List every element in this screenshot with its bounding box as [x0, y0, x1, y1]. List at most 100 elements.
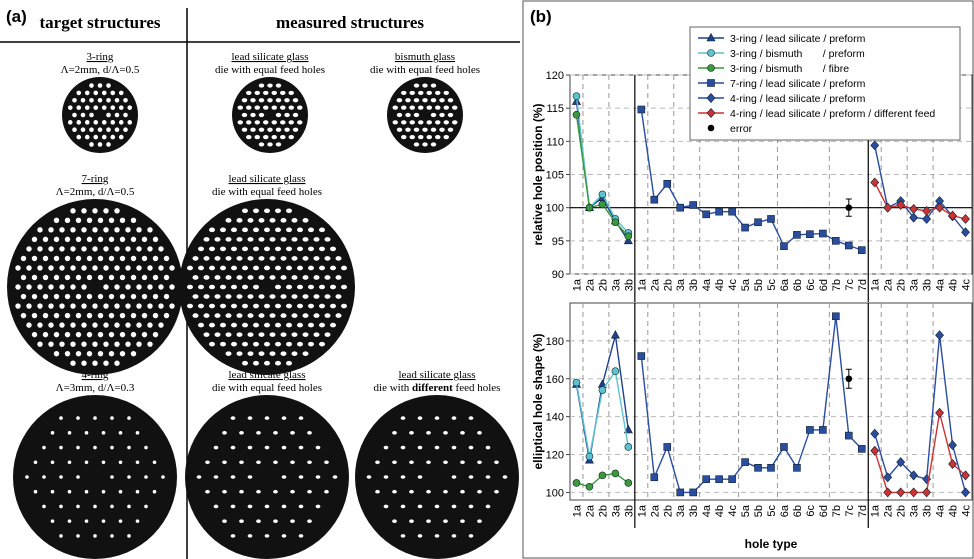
- hole: [414, 83, 419, 87]
- x-tick-label: 3b: [688, 279, 700, 291]
- hole: [136, 460, 140, 464]
- hole: [276, 98, 281, 102]
- hole: [282, 534, 287, 538]
- hole: [153, 237, 158, 242]
- hole: [303, 313, 309, 318]
- fibre-cross-section: [13, 395, 177, 559]
- marker: [755, 464, 762, 471]
- hole: [119, 490, 123, 494]
- hole: [209, 285, 215, 290]
- x-tick-label: 2a: [883, 278, 895, 291]
- hole: [237, 313, 243, 318]
- hole: [435, 91, 440, 95]
- hole: [204, 256, 210, 261]
- hole: [102, 431, 106, 435]
- hole: [59, 534, 63, 538]
- hole: [37, 303, 42, 308]
- hole: [142, 275, 147, 280]
- hole: [54, 237, 59, 242]
- hole: [125, 246, 130, 251]
- hole: [267, 98, 272, 102]
- x-tick-label: 5c: [766, 505, 778, 517]
- hole: [142, 237, 147, 242]
- structure-title: 7-ring: [82, 173, 109, 185]
- hole: [286, 342, 292, 347]
- hole: [65, 332, 70, 337]
- hole: [486, 505, 491, 509]
- hole: [303, 275, 309, 280]
- die-text-emphasis: different: [412, 382, 453, 394]
- hole: [409, 490, 414, 494]
- y-tick-label: 100: [546, 487, 564, 499]
- structure-title: lead silicate glass: [229, 173, 306, 185]
- x-tick-label: 2b: [597, 505, 609, 517]
- hole: [114, 303, 119, 308]
- hole: [397, 98, 402, 102]
- hole: [426, 460, 431, 464]
- x-tick-label: 2b: [896, 505, 908, 517]
- hole: [119, 120, 124, 125]
- hole: [267, 83, 272, 87]
- hole: [131, 313, 136, 318]
- hole: [54, 256, 59, 261]
- marker: [677, 204, 684, 211]
- structure-title: 3-ring: [87, 51, 114, 63]
- hole: [131, 275, 136, 280]
- hole: [54, 275, 59, 280]
- hole: [237, 332, 243, 337]
- hole: [85, 431, 89, 435]
- structure-params: Λ=2mm, d/Λ=0.5: [61, 64, 140, 76]
- figure: (a) target structures measured structure…: [0, 0, 974, 559]
- hole: [265, 416, 270, 420]
- hole: [325, 313, 331, 318]
- hole: [114, 322, 119, 327]
- x-tick-label: 3b: [688, 505, 700, 517]
- hole: [120, 237, 125, 242]
- hole: [204, 275, 210, 280]
- hole: [242, 342, 248, 347]
- fibre-cross-section: [62, 77, 138, 153]
- hole: [68, 431, 72, 435]
- marker: [846, 376, 852, 382]
- hole: [70, 361, 75, 366]
- hole: [264, 304, 270, 309]
- hole: [375, 490, 380, 494]
- hole: [401, 446, 406, 450]
- x-tick-label: 4c: [961, 505, 973, 517]
- marker: [858, 247, 865, 254]
- hole: [255, 91, 260, 95]
- hole: [43, 256, 48, 261]
- hole: [136, 303, 141, 308]
- hole: [253, 361, 259, 366]
- hole: [109, 332, 114, 337]
- hole: [330, 285, 336, 290]
- hole: [144, 446, 148, 450]
- hole: [103, 303, 108, 308]
- hole: [477, 431, 482, 435]
- panel-b: 90951001051101151201a2a2b3a3b1a2a2b3a3b4…: [531, 27, 973, 551]
- hole: [59, 265, 64, 270]
- marker: [638, 353, 645, 360]
- hole: [158, 322, 163, 327]
- hole: [319, 247, 325, 252]
- hole: [87, 332, 92, 337]
- hole: [204, 332, 210, 337]
- hole: [263, 106, 268, 110]
- hole: [418, 534, 423, 538]
- hole: [65, 218, 70, 223]
- hole: [281, 237, 287, 242]
- hole: [26, 322, 31, 327]
- hole: [308, 304, 314, 309]
- hole: [265, 446, 270, 450]
- hole: [238, 120, 243, 124]
- structure-params: Λ=3mm, d/Λ=0.3: [56, 382, 135, 394]
- hole: [401, 416, 406, 420]
- y-tick-label: 160: [546, 374, 564, 386]
- hole: [102, 105, 107, 110]
- hole: [81, 284, 86, 289]
- marker: [819, 230, 826, 237]
- hole: [114, 246, 119, 251]
- hole: [42, 475, 46, 479]
- hole: [209, 323, 215, 328]
- hole: [98, 127, 103, 132]
